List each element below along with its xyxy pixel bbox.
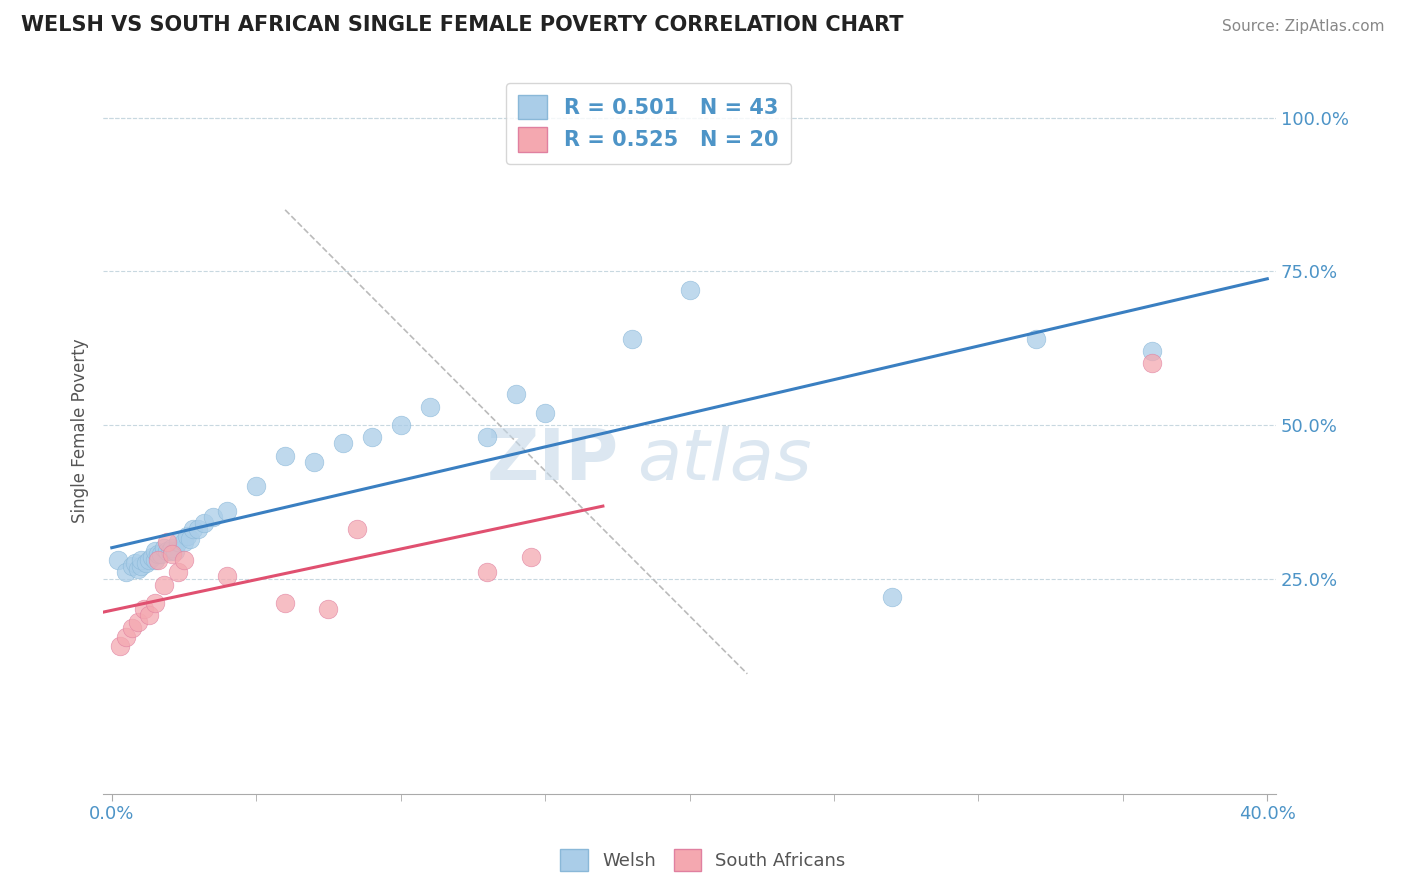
Text: atlas: atlas: [637, 425, 811, 494]
Point: [159, 544, 181, 558]
Point: [124, 556, 146, 570]
Point: [162, 541, 184, 555]
Point: [274, 449, 297, 463]
Point: [165, 544, 187, 558]
Text: ZIP: ZIP: [486, 425, 619, 494]
Point: [176, 528, 198, 542]
Point: [1025, 332, 1047, 346]
Point: [132, 602, 155, 616]
Point: [519, 550, 541, 565]
Point: [135, 556, 157, 570]
Point: [156, 534, 179, 549]
Point: [167, 566, 190, 580]
Point: [880, 590, 903, 604]
Legend: R = 0.501   N = 43, R = 0.525   N = 20: R = 0.501 N = 43, R = 0.525 N = 20: [506, 83, 792, 164]
Point: [152, 541, 174, 555]
Point: [477, 430, 499, 444]
Point: [167, 534, 190, 549]
Point: [127, 615, 149, 629]
Point: [1140, 357, 1163, 371]
Point: [179, 532, 201, 546]
Point: [201, 510, 224, 524]
Point: [115, 566, 138, 580]
Point: [217, 568, 239, 582]
Point: [107, 553, 129, 567]
Point: [146, 547, 169, 561]
Point: [187, 523, 209, 537]
Point: [129, 559, 152, 574]
Point: [620, 332, 643, 346]
Point: [162, 547, 184, 561]
Point: [173, 534, 195, 549]
Point: [138, 553, 160, 567]
Point: [121, 559, 143, 574]
Point: [121, 621, 143, 635]
Point: [173, 553, 195, 567]
Point: [156, 544, 179, 558]
Point: [346, 523, 368, 537]
Point: [245, 479, 267, 493]
Point: [302, 455, 325, 469]
Point: [389, 417, 412, 432]
Point: [143, 553, 166, 567]
Point: [332, 436, 354, 450]
Point: [477, 566, 499, 580]
Point: [129, 553, 152, 567]
Point: [143, 596, 166, 610]
Point: [181, 523, 204, 537]
Point: [318, 602, 340, 616]
Point: [146, 553, 169, 567]
Point: [110, 639, 132, 653]
Y-axis label: Single Female Poverty: Single Female Poverty: [72, 339, 89, 524]
Point: [149, 547, 172, 561]
Point: [534, 406, 557, 420]
Point: [115, 630, 138, 644]
Point: [1140, 344, 1163, 359]
Point: [141, 550, 163, 565]
Point: [505, 387, 527, 401]
Point: [193, 516, 215, 531]
Point: [138, 608, 160, 623]
Text: Source: ZipAtlas.com: Source: ZipAtlas.com: [1222, 20, 1385, 34]
Point: [419, 400, 441, 414]
Legend: Welsh, South Africans: Welsh, South Africans: [553, 842, 853, 879]
Text: WELSH VS SOUTH AFRICAN SINGLE FEMALE POVERTY CORRELATION CHART: WELSH VS SOUTH AFRICAN SINGLE FEMALE POV…: [21, 15, 904, 35]
Point: [152, 578, 174, 592]
Point: [143, 544, 166, 558]
Point: [678, 283, 700, 297]
Point: [274, 596, 297, 610]
Point: [127, 562, 149, 576]
Point: [360, 430, 382, 444]
Point: [217, 504, 239, 518]
